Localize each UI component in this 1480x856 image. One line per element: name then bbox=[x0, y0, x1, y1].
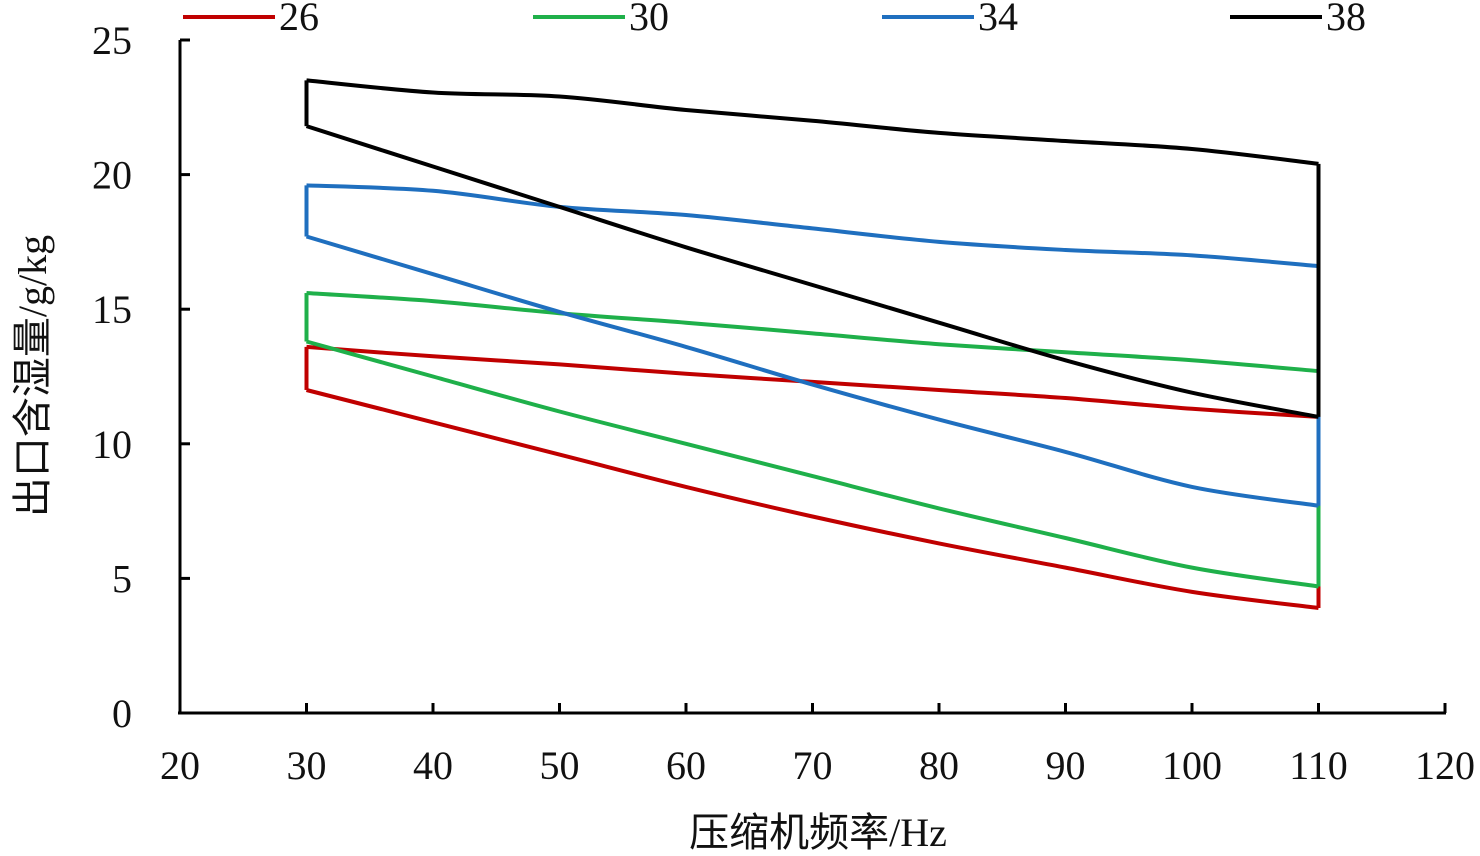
y-axis-title: 出口含湿量/g/kg bbox=[10, 235, 55, 517]
series-26-lower-line bbox=[306, 388, 1319, 610]
x-tick-label: 70 bbox=[793, 743, 833, 788]
series-26-upper-line bbox=[306, 344, 1319, 419]
y-tick-label: 25 bbox=[92, 18, 132, 63]
y-tick-label: 15 bbox=[92, 287, 132, 332]
legend-item-38: 38 bbox=[1230, 0, 1366, 39]
x-tick-label: 100 bbox=[1162, 743, 1222, 788]
x-tick-label: 40 bbox=[413, 743, 453, 788]
legend-label: 30 bbox=[629, 0, 669, 39]
plot-area bbox=[304, 78, 1321, 610]
x-tick-label: 30 bbox=[287, 743, 327, 788]
axes bbox=[178, 40, 1446, 715]
x-tick-label: 50 bbox=[540, 743, 580, 788]
legend-label: 26 bbox=[279, 0, 319, 39]
series-34-upper-line bbox=[306, 183, 1319, 269]
series-34-lower-line bbox=[305, 234, 1319, 508]
y-axis-ticks: 0 5 10 15 20 25 bbox=[92, 18, 190, 736]
y-tick-label: 5 bbox=[112, 556, 132, 601]
x-tick-label: 120 bbox=[1415, 743, 1475, 788]
y-tick-label: 20 bbox=[92, 153, 132, 198]
legend-item-30: 30 bbox=[533, 0, 669, 39]
series-30 bbox=[304, 291, 1321, 589]
series-38-lower-line bbox=[305, 124, 1319, 419]
legend-item-26: 26 bbox=[183, 0, 319, 39]
legend-label: 38 bbox=[1326, 0, 1366, 39]
legend: 26 30 34 38 bbox=[183, 0, 1366, 39]
series-30-lower-line bbox=[305, 339, 1319, 589]
x-axis-ticks: 20 30 40 50 60 70 80 90 100 110 120 bbox=[160, 703, 1475, 788]
y-tick-label: 0 bbox=[112, 691, 132, 736]
y-tick-label: 10 bbox=[92, 422, 132, 467]
series-38-upper-line bbox=[306, 78, 1319, 166]
x-tick-label: 80 bbox=[919, 743, 959, 788]
series-34 bbox=[304, 183, 1321, 508]
x-axis-title: 压缩机频率/Hz bbox=[689, 810, 947, 855]
x-tick-label: 20 bbox=[160, 743, 200, 788]
x-tick-label: 110 bbox=[1289, 743, 1348, 788]
legend-label: 34 bbox=[978, 0, 1018, 39]
legend-item-34: 34 bbox=[882, 0, 1018, 39]
x-tick-label: 90 bbox=[1046, 743, 1086, 788]
x-tick-label: 60 bbox=[666, 743, 706, 788]
series-30-upper-line bbox=[306, 291, 1319, 374]
series-38 bbox=[304, 78, 1321, 419]
